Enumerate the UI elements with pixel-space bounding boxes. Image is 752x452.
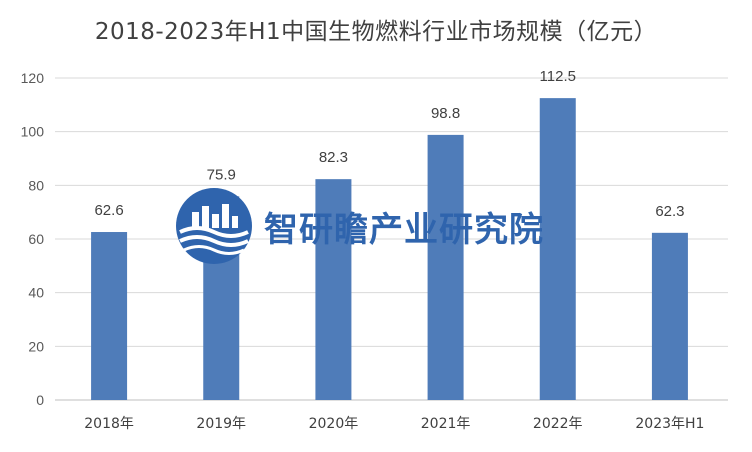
x-tick-label: 2018年 — [84, 416, 134, 432]
y-tick-label: 120 — [21, 70, 45, 86]
bar — [91, 232, 128, 400]
data-label: 98.8 — [431, 105, 460, 122]
x-tick-label: 2021年 — [421, 416, 471, 432]
y-tick-label: 20 — [28, 338, 44, 354]
data-label: 62.6 — [94, 202, 123, 219]
bar — [315, 179, 352, 400]
chart-title: 2018-2023年H1中国生物燃料行业市场规模（亿元） — [94, 19, 658, 45]
data-label: 75.9 — [207, 166, 236, 183]
x-tick-label: 2020年 — [309, 416, 359, 432]
y-tick-label: 80 — [28, 177, 44, 193]
x-tick-label: 2022年 — [533, 416, 583, 432]
y-tick-label: 0 — [36, 392, 44, 408]
bar — [203, 196, 240, 400]
bar — [539, 98, 576, 400]
y-tick-label: 60 — [28, 231, 44, 247]
x-tick-label: 2023年H1 — [635, 416, 704, 432]
x-tick-label: 2019年 — [196, 416, 246, 432]
bar — [651, 232, 688, 400]
data-label: 62.3 — [655, 203, 684, 220]
y-tick-label: 100 — [21, 124, 45, 140]
data-label: 112.5 — [540, 68, 576, 85]
y-tick-label: 40 — [28, 285, 44, 301]
bar — [427, 134, 464, 401]
data-label: 82.3 — [319, 149, 348, 166]
